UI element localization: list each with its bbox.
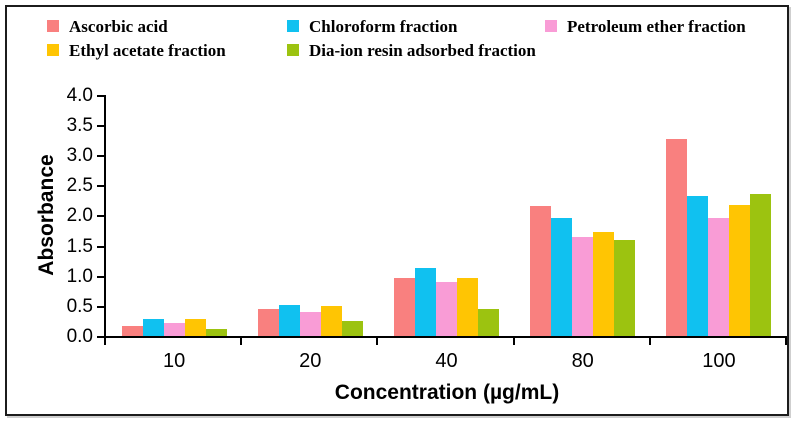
bar-dia-ion-resin-adsorbed-fraction-10 [205, 328, 227, 336]
bar-petroleum-ether-fraction-10 [163, 322, 185, 336]
x-tick-label: 80 [571, 350, 594, 372]
bar-petroleum-ether-fraction-20 [299, 311, 321, 336]
chart-legend: Ascorbic acid Chloroform fraction Petroleu… [7, 7, 787, 69]
y-tick-label: 1.5 [66, 235, 93, 257]
bar-ethyl-acetate-fraction-10 [184, 319, 206, 336]
x-tick [785, 338, 787, 345]
legend-item-ethyl-acetate-fraction: Ethyl acetate fraction [47, 41, 226, 60]
y-tick-label: 0.0 [66, 326, 93, 347]
bar-chloroform-fraction-10 [142, 319, 164, 336]
x-axis-line [104, 336, 787, 338]
plot-area: 0.0 0.5 1.0 1.5 2.0 2.5 3.0 3.5 4.0 10 20 40 80 100 [7, 7, 787, 414]
y-axis-line [104, 94, 106, 338]
bar-chloroform-fraction-40 [415, 268, 436, 336]
legend-item-dia-ion-resin-adsorbed-fraction: Dia-ion resin adsorbed fraction [287, 41, 536, 60]
legend-swatch-icon [287, 44, 299, 56]
bar-dia-ion-resin-adsorbed-fraction-80 [614, 239, 636, 336]
legend-label: Ascorbic acid [69, 17, 168, 36]
legend-swatch-icon [47, 20, 59, 32]
y-tick [97, 94, 104, 97]
bar-dia-ion-resin-adsorbed-fraction-100 [750, 194, 772, 336]
y-tick-label: 3.0 [66, 145, 93, 167]
bar-ascorbic-acid-20 [257, 308, 279, 336]
x-tick [104, 338, 106, 345]
x-tick-label: 100 [702, 350, 736, 372]
bar-ethyl-acetate-fraction-100 [729, 204, 751, 336]
bar-chloroform-fraction-100 [687, 196, 709, 336]
bar-ethyl-acetate-fraction-80 [593, 232, 615, 336]
y-tick [97, 155, 104, 158]
bar-chloroform-fraction-80 [551, 218, 573, 336]
bar-chloroform-fraction-20 [278, 304, 300, 336]
y-tick [97, 245, 104, 248]
x-tick [648, 338, 651, 345]
bar-ascorbic-acid-40 [394, 277, 415, 336]
chart-figure: Ascorbic acid Chloroform fraction Petroleu… [5, 5, 789, 416]
bar-petroleum-ether-fraction-100 [708, 217, 730, 336]
x-tick-label: 20 [299, 350, 322, 372]
y-tick-label: 2.5 [66, 175, 93, 197]
bar-ethyl-acetate-fraction-20 [320, 305, 342, 336]
legend-item-petroleum-ether-fraction: Petroleum ether fraction [545, 17, 746, 36]
bar-ethyl-acetate-fraction-40 [457, 277, 478, 336]
legend-item-ascorbic-acid: Ascorbic acid [47, 17, 168, 36]
x-tick-label: 40 [435, 350, 458, 372]
legend-item-chloroform-fraction: Chloroform fraction [287, 17, 457, 36]
legend-label: Petroleum ether fraction [567, 17, 746, 36]
y-tick-label: 1.0 [66, 265, 93, 287]
y-tick [97, 215, 104, 218]
y-axis-title: Absorbance [35, 154, 58, 276]
bar-dia-ion-resin-adsorbed-fraction-20 [341, 320, 363, 336]
y-tick [97, 124, 104, 127]
bar-ascorbic-acid-100 [666, 138, 688, 336]
x-tick [512, 338, 515, 345]
bar-ascorbic-acid-10 [121, 325, 143, 336]
y-tick [97, 275, 104, 278]
legend-label: Ethyl acetate fraction [69, 41, 226, 60]
bar-petroleum-ether-fraction-80 [572, 236, 594, 336]
x-tick-label: 10 [162, 350, 186, 372]
bar-petroleum-ether-fraction-40 [436, 282, 457, 336]
legend-label: Dia-ion resin adsorbed fraction [309, 41, 536, 60]
y-tick [97, 305, 104, 308]
legend-swatch-icon [287, 20, 299, 32]
y-tick-label: 3.5 [66, 114, 93, 136]
y-tick-label: 4.0 [66, 84, 93, 106]
legend-swatch-icon [545, 20, 557, 32]
bar-dia-ion-resin-adsorbed-fraction-40 [478, 308, 499, 336]
x-axis-title: Concentration (µg/mL) [334, 381, 560, 404]
x-tick [376, 338, 379, 345]
y-tick-label: 0.5 [66, 295, 93, 317]
y-tick [97, 185, 104, 188]
legend-swatch-icon [47, 44, 59, 56]
y-tick-label: 2.0 [66, 205, 93, 227]
bar-ascorbic-acid-80 [530, 205, 552, 336]
x-tick [240, 338, 243, 345]
y-tick [97, 336, 104, 338]
legend-label: Chloroform fraction [309, 17, 458, 36]
